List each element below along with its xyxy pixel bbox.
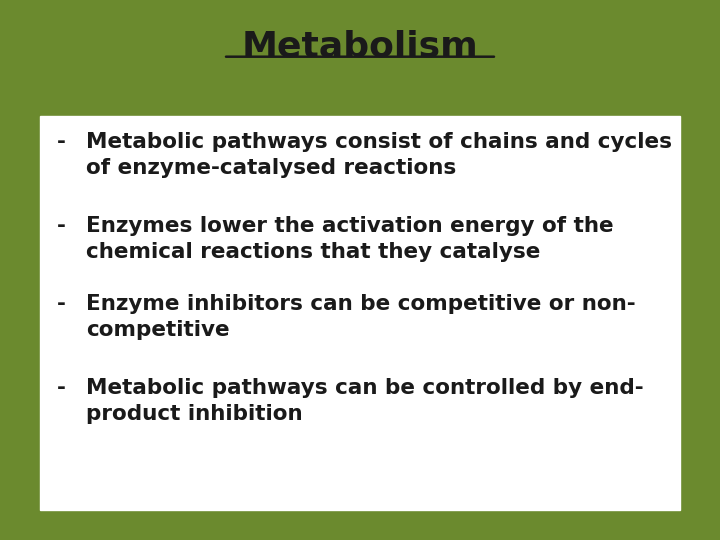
FancyBboxPatch shape <box>40 116 680 510</box>
Text: Enzyme inhibitors can be competitive or non-
competitive: Enzyme inhibitors can be competitive or … <box>86 294 636 340</box>
Text: -: - <box>57 216 66 236</box>
Text: -: - <box>57 132 66 152</box>
Text: -: - <box>57 378 66 398</box>
Text: Enzymes lower the activation energy of the
chemical reactions that they catalyse: Enzymes lower the activation energy of t… <box>86 216 614 261</box>
Text: Metabolic pathways consist of chains and cycles
of enzyme-catalysed reactions: Metabolic pathways consist of chains and… <box>86 132 672 178</box>
Text: Metabolism: Metabolism <box>242 30 478 64</box>
Text: Metabolic pathways can be controlled by end-
product inhibition: Metabolic pathways can be controlled by … <box>86 378 644 423</box>
Text: -: - <box>57 294 66 314</box>
